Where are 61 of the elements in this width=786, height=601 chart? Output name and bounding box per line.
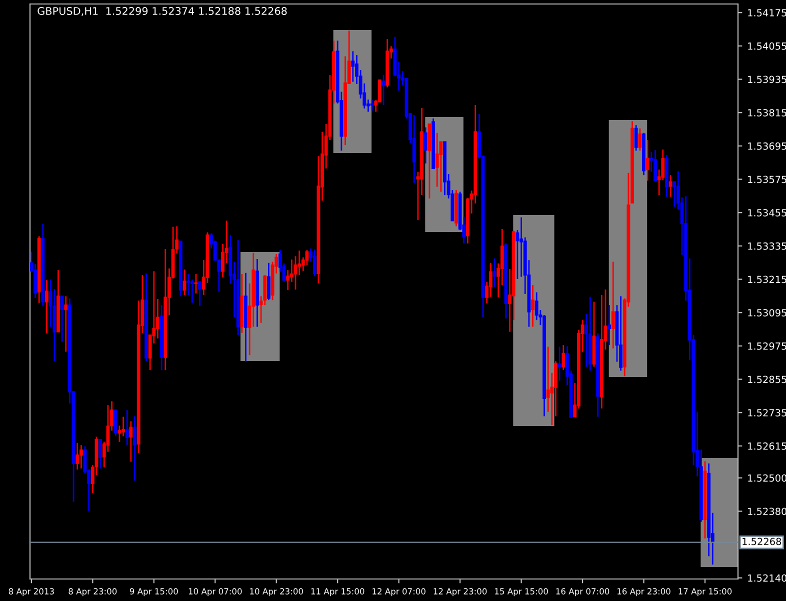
y-tick-label: 1.53935 [748,76,786,84]
y-tick-label: 1.53815 [748,109,786,116]
candlestick [619,296,622,372]
y-tick-label: 1.52855 [748,376,786,384]
y-tick-label: 1.53695 [748,142,786,150]
x-tick-label: 10 Apr 07:00 [188,588,242,596]
candlestick [370,99,374,112]
y-tick-label: 1.52975 [748,342,786,350]
candlestick [654,149,657,182]
x-tick-label: 12 Apr 23:00 [434,588,487,596]
candlestick [638,128,642,152]
y-tick-label: 1.53455 [748,209,786,216]
candlestick [424,126,428,164]
candlestick [194,273,198,294]
y-tick-label: 1.52615 [748,442,786,450]
x-tick-label: 17 Apr 15:00 [678,588,732,596]
x-tick-label: 8 Apr 23:00 [68,588,117,596]
ref-line-label: 1.52268 [742,538,782,546]
candlestick [382,74,386,106]
candlestick [76,442,80,470]
candlestick [64,296,68,352]
candlestick [125,409,129,446]
candlestick [492,258,496,288]
candlestick [182,268,186,296]
candlestick [634,124,638,152]
candlestick [129,420,133,462]
candlestick [312,248,316,277]
candlestick [668,174,672,198]
candlestick [608,304,612,346]
y-tick-label: 1.52735 [748,409,786,416]
x-tick-label: 15 Apr 15:00 [495,588,548,596]
x-tick-label: 9 Apr 15:00 [130,588,178,596]
x-tick-label: 10 Apr 23:00 [250,588,303,596]
candlestick [133,416,136,482]
y-tick-label: 1.54055 [748,42,786,50]
candlestick [60,296,64,342]
candlestick [45,279,48,334]
y-tick-label: 1.53335 [748,242,786,250]
candlestick [611,261,615,350]
y-tick-label: 1.53095 [748,309,786,316]
y-tick-label: 1.53215 [748,276,786,284]
x-tick-label: 16 Apr 23:00 [618,588,670,596]
x-tick-label: 11 Apr 15:00 [311,588,364,596]
candlestick [558,346,562,382]
x-tick-label: 12 Apr 07:00 [372,588,426,596]
x-tick-label: 8 Apr 2013 [8,588,54,596]
y-tick-label: 1.53575 [748,176,786,184]
candlestick [198,281,202,307]
candlestick [79,444,83,470]
candlestick [351,50,355,82]
candlestick [267,262,270,301]
candlestick [412,114,416,184]
candlestick [562,344,566,371]
chart-title: GBPUSD,H1 1.52299 1.52374 1.52188 1.52268 [38,7,287,16]
candlestick [646,139,650,182]
x-tick-label: 16 Apr 07:00 [556,588,610,596]
candlestick [98,438,102,470]
y-tick-label: 1.54175 [748,9,786,16]
candlestick [114,409,118,437]
candlestick [534,292,538,321]
candlestick [531,284,534,328]
